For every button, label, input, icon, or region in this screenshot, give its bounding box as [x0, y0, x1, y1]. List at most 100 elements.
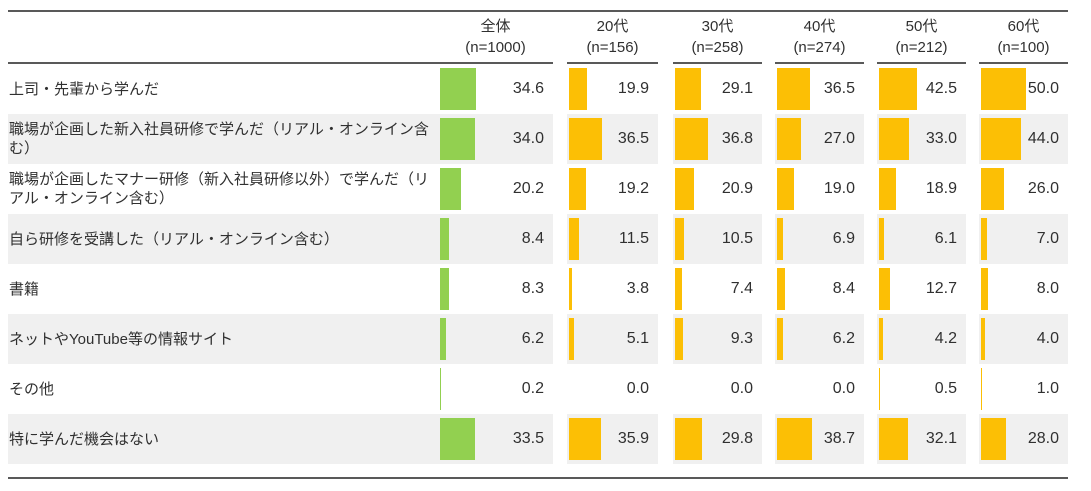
age-bar	[569, 218, 580, 260]
row-label-text: 上司・先輩から学んだ	[9, 80, 160, 98]
value-label: 18.9	[925, 180, 957, 197]
age-bar	[879, 418, 908, 460]
value-cell: 36.5	[775, 64, 864, 114]
value-cell: 19.9	[567, 64, 658, 114]
value-cell: 28.0	[979, 414, 1068, 464]
column-gap	[553, 114, 567, 164]
value-label: 36.5	[823, 80, 855, 97]
value-label: 1.0	[1036, 380, 1059, 397]
row-label-text: 職場が企画したマナー研修（新入社員研修以外）で学んだ（リアル・オンライン含む）	[9, 171, 430, 207]
age-bar	[777, 168, 795, 210]
column-header-label: 50代	[905, 18, 938, 35]
age-bar	[777, 118, 802, 160]
row-label-text: 書籍	[9, 280, 40, 298]
value-cell: 36.8	[673, 114, 762, 164]
value-cell: 8.0	[979, 264, 1068, 314]
value-label: 0.0	[626, 380, 649, 397]
value-cell: 26.0	[979, 164, 1068, 214]
column-header-label: 30代	[701, 18, 734, 35]
column-gap	[966, 164, 979, 214]
column-gap	[762, 314, 775, 364]
age-bar	[569, 268, 573, 310]
column-header-label: 20代	[596, 18, 629, 35]
column-header-label: 全体	[480, 18, 511, 35]
value-cell: 0.0	[673, 364, 762, 414]
value-label: 29.8	[721, 430, 753, 447]
value-label: 6.9	[832, 230, 855, 247]
column-gap	[864, 414, 877, 464]
value-cell: 7.4	[673, 264, 762, 314]
age-bar	[981, 68, 1026, 110]
column-header: 全体 (n=1000)	[438, 12, 553, 64]
value-label: 32.1	[925, 430, 957, 447]
value-cell: 11.5	[567, 214, 658, 264]
column-gap	[658, 314, 673, 364]
row-label-text: 自ら研修を受講した（リアル・オンライン含む）	[9, 230, 339, 248]
column-header-n: (n=212)	[895, 39, 948, 56]
value-cell: 0.0	[775, 364, 864, 414]
value-cell: 6.1	[877, 214, 966, 264]
value-cell: 42.5	[877, 64, 966, 114]
age-bar	[981, 168, 1005, 210]
table-row: 職場が企画したマナー研修（新入社員研修以外）で学んだ（リアル・オンライン含む） 2…	[8, 164, 1068, 214]
column-header: 60代 (n=100)	[979, 12, 1068, 64]
age-bar	[879, 268, 891, 310]
row-label: 書籍	[8, 264, 438, 314]
value-label: 0.2	[521, 380, 544, 397]
column-header-label: 60代	[1007, 18, 1040, 35]
value-label: 8.4	[521, 230, 544, 247]
table-body: 上司・先輩から学んだ 34.6 19.9 29.1 36.5 42.5 50.0 職場が企画し…	[8, 64, 1068, 464]
value-cell: 6.2	[438, 314, 553, 364]
value-cell: 35.9	[567, 414, 658, 464]
column-gap	[658, 264, 673, 314]
row-label: ネットやYouTube等の情報サイト	[8, 314, 438, 364]
column-gap	[658, 114, 673, 164]
column-header: 50代 (n=212)	[877, 12, 966, 64]
table-row: その他 0.2 0.0 0.0 0.0 0.5 1.0	[8, 364, 1068, 414]
column-gap	[966, 414, 979, 464]
value-cell: 4.2	[877, 314, 966, 364]
column-header-n: (n=258)	[691, 39, 744, 56]
value-label: 4.0	[1036, 330, 1059, 347]
age-bar	[879, 218, 885, 260]
column-gap	[864, 214, 877, 264]
column-gap	[864, 364, 877, 414]
column-gap	[966, 264, 979, 314]
age-bar	[981, 218, 988, 260]
table-row: 上司・先輩から学んだ 34.6 19.9 29.1 36.5 42.5 50.0	[8, 64, 1068, 114]
value-cell: 12.7	[877, 264, 966, 314]
column-header: 40代 (n=274)	[775, 12, 864, 64]
value-cell: 8.4	[775, 264, 864, 314]
header-gap	[966, 12, 979, 64]
table-row: ネットやYouTube等の情報サイト 6.2 5.1 9.3 6.2 4.2 4.0	[8, 314, 1068, 364]
column-gap	[658, 164, 673, 214]
value-cell: 29.8	[673, 414, 762, 464]
column-header-n: (n=100)	[997, 39, 1050, 56]
value-label: 0.0	[730, 380, 753, 397]
age-bar	[777, 68, 810, 110]
age-bar	[569, 68, 587, 110]
age-bar	[569, 318, 574, 360]
value-label: 5.1	[626, 330, 649, 347]
value-label: 6.1	[934, 230, 957, 247]
value-label: 35.9	[617, 430, 649, 447]
value-cell: 4.0	[979, 314, 1068, 364]
value-label: 11.5	[619, 230, 649, 247]
value-label: 8.4	[832, 280, 855, 297]
column-gap	[966, 114, 979, 164]
total-bar	[440, 218, 449, 260]
column-header-n: (n=274)	[793, 39, 846, 56]
value-label: 6.2	[521, 330, 544, 347]
column-gap	[966, 64, 979, 114]
value-cell: 32.1	[877, 414, 966, 464]
value-cell: 8.4	[438, 214, 553, 264]
value-label: 7.4	[730, 280, 753, 297]
age-bar	[675, 168, 694, 210]
column-gap	[864, 314, 877, 364]
value-cell: 19.0	[775, 164, 864, 214]
value-cell: 10.5	[673, 214, 762, 264]
age-bar	[879, 68, 918, 110]
header-gap	[864, 12, 877, 64]
total-bar	[440, 68, 476, 110]
row-label: 特に学んだ機会はない	[8, 414, 438, 464]
